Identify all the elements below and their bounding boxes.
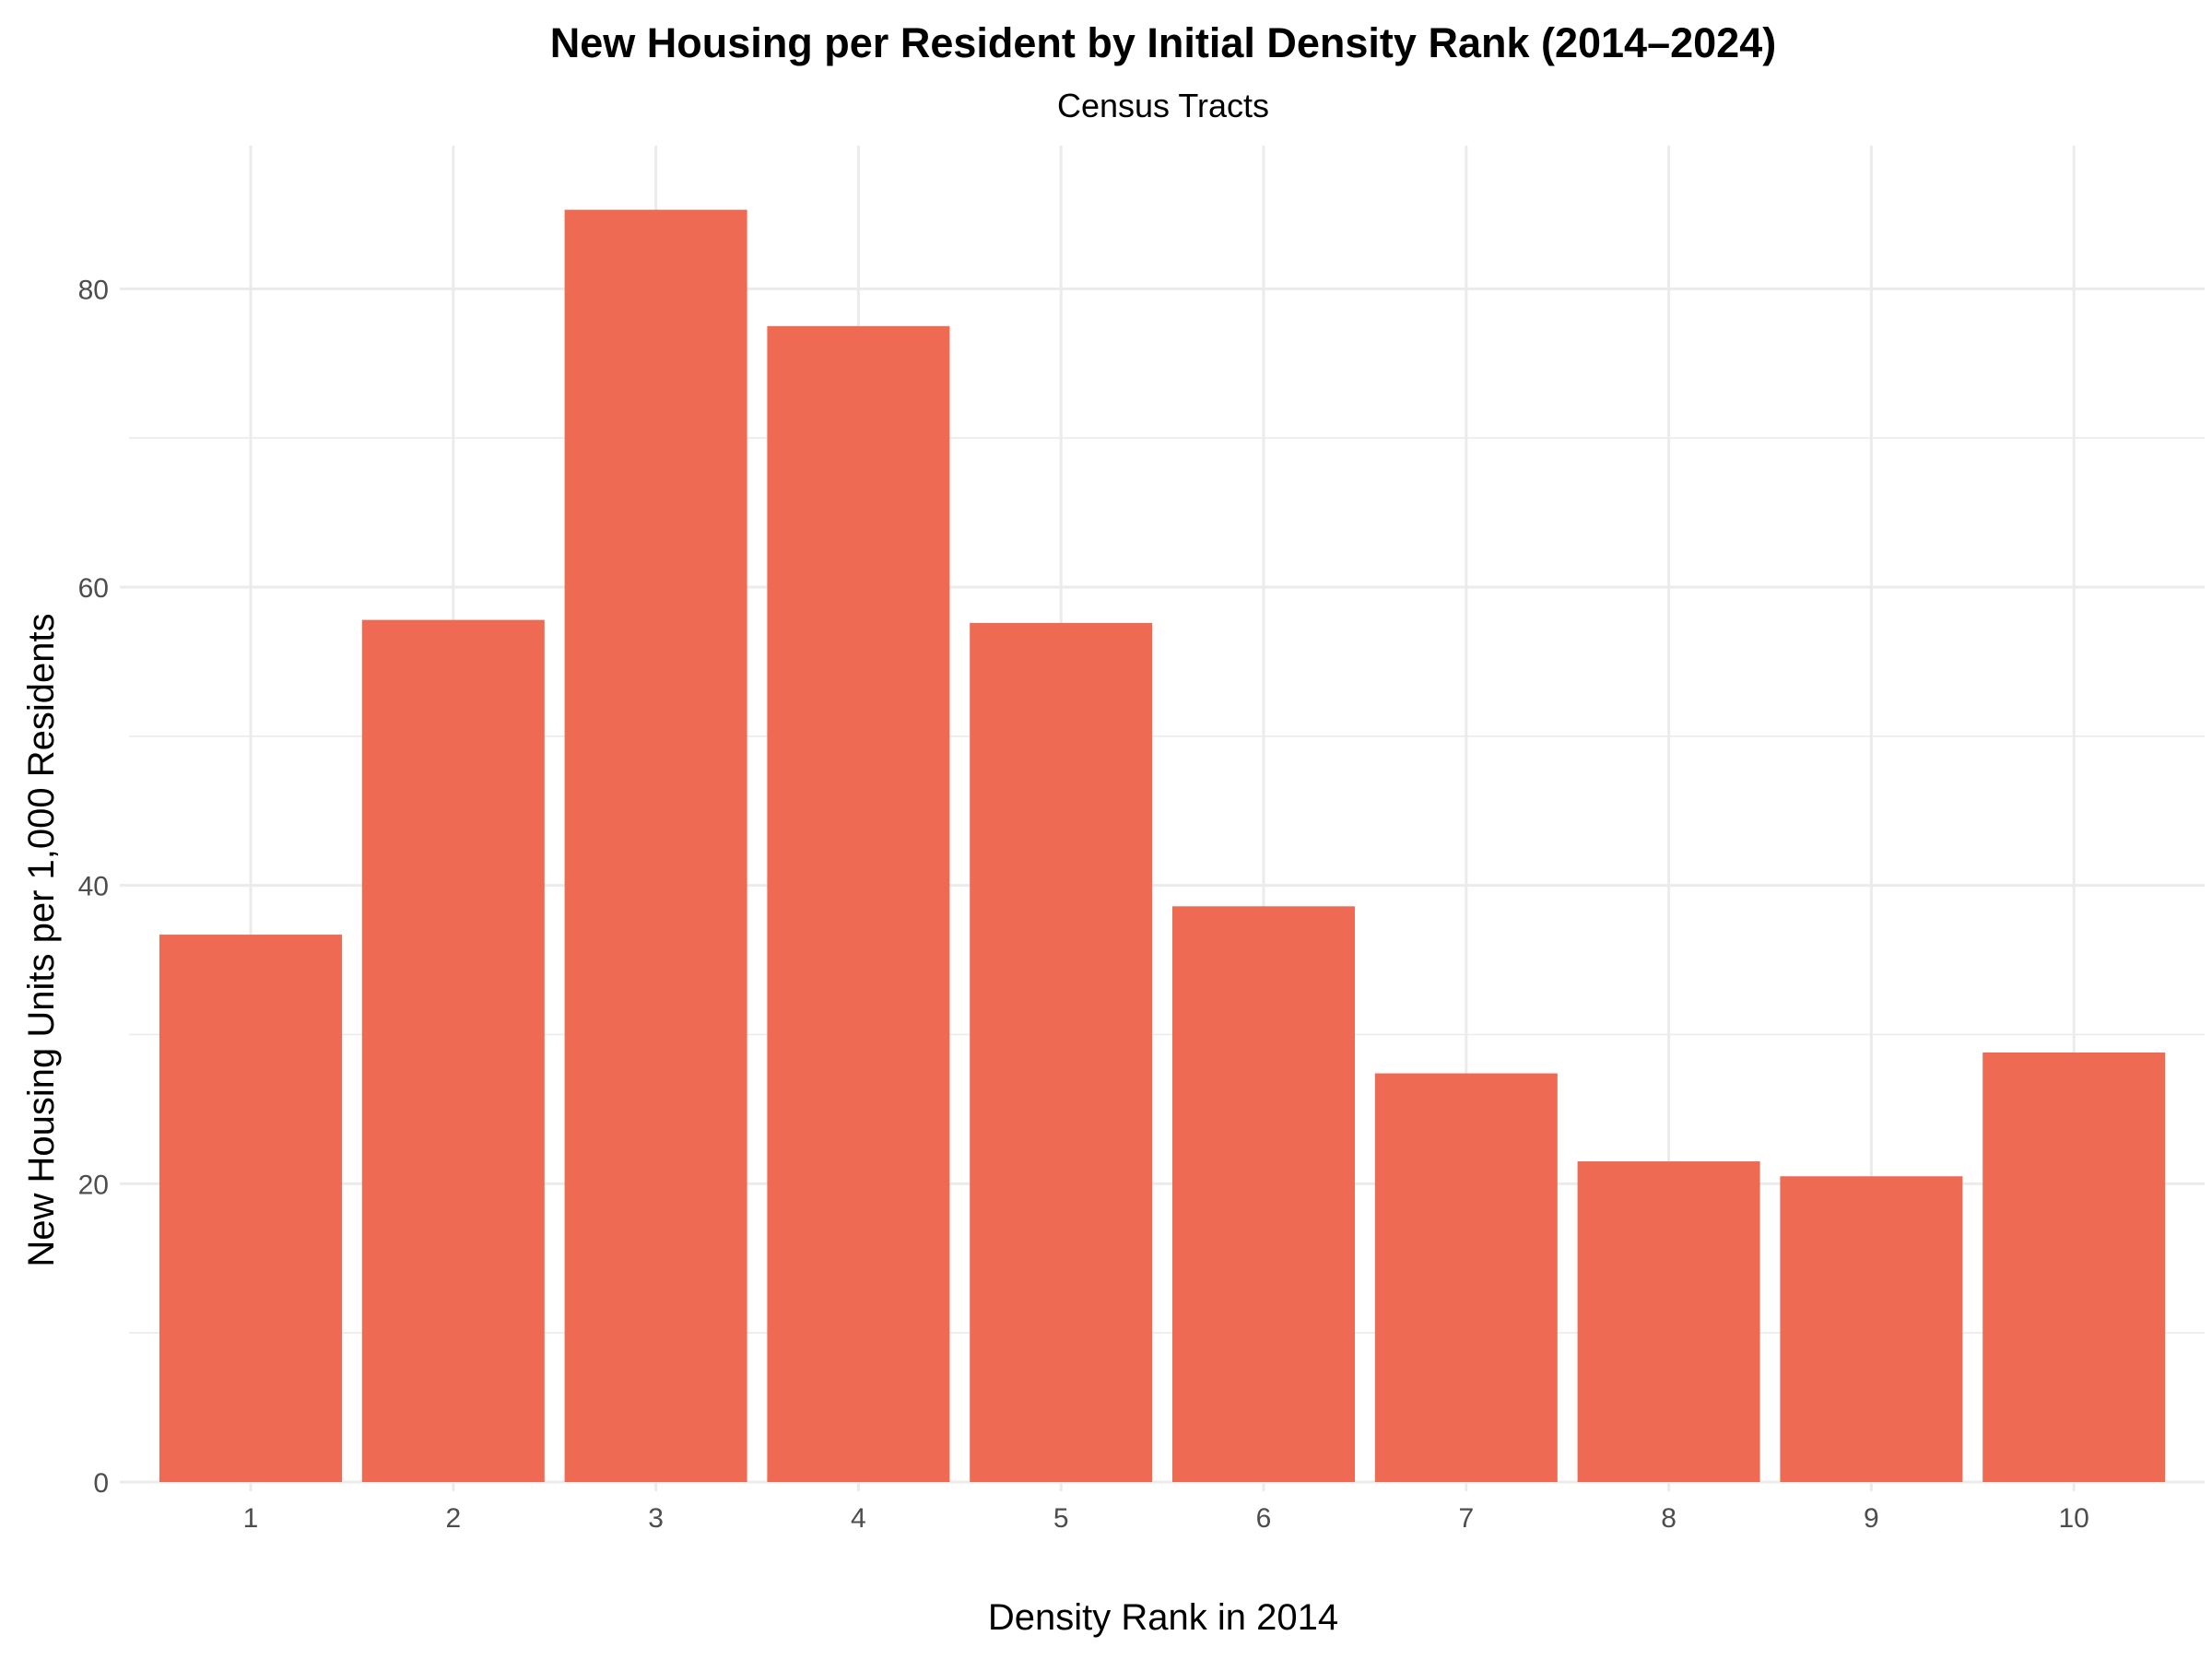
- x-tick-label: 4: [851, 1503, 866, 1534]
- bar-2: [361, 619, 545, 1482]
- y-tick-label: 20: [78, 1170, 109, 1200]
- bar-10: [1983, 1052, 2166, 1482]
- bar-9: [1780, 1176, 1963, 1482]
- x-tick-label: 10: [2059, 1503, 2089, 1534]
- bar-6: [1172, 906, 1355, 1482]
- x-tick-label: 7: [1458, 1503, 1474, 1534]
- bar-series: [159, 209, 2166, 1483]
- y-tick-label: 80: [78, 275, 109, 305]
- x-axis-ticks: 1 2 3 4 5 6 7 8 9 10: [243, 1482, 2089, 1534]
- x-tick-label: 9: [1864, 1503, 1879, 1534]
- bar-7: [1374, 1073, 1558, 1482]
- y-axis-title: New Housing Units per 1,000 Residents: [21, 613, 62, 1266]
- y-axis-ticks: 0 20 40 60 80: [78, 275, 129, 1499]
- y-tick-label: 60: [78, 573, 109, 604]
- chart-subtitle: Census Tracts: [1057, 87, 1269, 124]
- x-tick-label: 1: [243, 1503, 259, 1534]
- bar-5: [970, 622, 1153, 1482]
- bar-8: [1577, 1161, 1760, 1482]
- y-tick-label: 0: [93, 1468, 109, 1499]
- bar-4: [767, 325, 950, 1483]
- x-tick-label: 3: [648, 1503, 664, 1534]
- x-tick-label: 8: [1661, 1503, 1677, 1534]
- x-axis-title: Density Rank in 2014: [988, 1597, 1338, 1638]
- bar-1: [159, 935, 342, 1482]
- x-tick-label: 6: [1256, 1503, 1272, 1534]
- x-tick-label: 5: [1053, 1503, 1069, 1534]
- y-tick-label: 40: [78, 872, 109, 902]
- bar-3: [564, 209, 747, 1483]
- x-tick-label: 2: [445, 1503, 461, 1534]
- chart-title: New Housing per Resident by Initial Dens…: [550, 19, 1776, 66]
